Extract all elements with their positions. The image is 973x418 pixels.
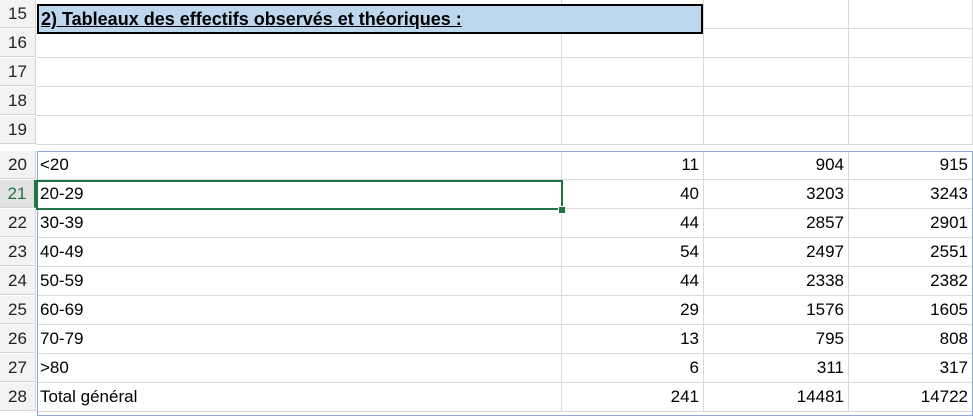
row-header[interactable]: 23: [0, 238, 36, 266]
cell[interactable]: [562, 116, 704, 145]
value-cell[interactable]: 11: [562, 151, 704, 180]
age-group-cell[interactable]: 50-59: [36, 267, 562, 296]
value-cell[interactable]: 3203: [704, 180, 849, 209]
age-group-cell[interactable]: 60-69: [36, 296, 562, 325]
section-title: 2) Tableaux des effectifs observés et th…: [41, 9, 462, 29]
age-group-cell[interactable]: 20-29: [36, 180, 562, 209]
value-cell[interactable]: 2551: [849, 238, 973, 267]
total-row: 28 Total général 241 14481 14722: [0, 383, 973, 412]
fill-handle[interactable]: [558, 206, 566, 214]
table-row: 24 50-59 44 2338 2382: [0, 267, 973, 296]
cell[interactable]: [36, 29, 562, 58]
value-cell[interactable]: 3243: [849, 180, 973, 209]
row-header[interactable]: 28: [0, 383, 36, 411]
cell[interactable]: [704, 116, 849, 145]
row-header[interactable]: 20: [0, 151, 36, 179]
value-cell[interactable]: 54: [562, 238, 704, 267]
table-row: 25 60-69 29 1576 1605: [0, 296, 973, 325]
row-header[interactable]: 27: [0, 354, 36, 382]
value-cell[interactable]: 808: [849, 325, 973, 354]
value-cell[interactable]: 317: [849, 354, 973, 383]
sheet-row-16: 16: [0, 29, 973, 58]
table-row: 27 >80 6 311 317: [0, 354, 973, 383]
cell[interactable]: [849, 29, 973, 58]
row-header[interactable]: 26: [0, 325, 36, 353]
value-cell[interactable]: 6: [562, 354, 704, 383]
row-header[interactable]: 25: [0, 296, 36, 324]
table-row: 20 <20 11 904 915: [0, 151, 973, 180]
table-row: 26 70-79 13 795 808: [0, 325, 973, 354]
row-header[interactable]: 19: [0, 116, 36, 144]
cell[interactable]: [849, 116, 973, 145]
sheet-row-19: 19: [0, 116, 973, 145]
cell[interactable]: [849, 87, 973, 116]
row-header[interactable]: 16: [0, 29, 36, 57]
row-header[interactable]: 22: [0, 209, 36, 237]
age-group-cell[interactable]: <20: [36, 151, 562, 180]
value-cell[interactable]: 2497: [704, 238, 849, 267]
value-cell[interactable]: 1605: [849, 296, 973, 325]
value-cell[interactable]: 29: [562, 296, 704, 325]
value-cell[interactable]: 904: [704, 151, 849, 180]
value-cell[interactable]: 795: [704, 325, 849, 354]
table-row: 23 40-49 54 2497 2551: [0, 238, 973, 267]
cell[interactable]: [562, 29, 704, 58]
total-label-cell[interactable]: Total général: [36, 383, 562, 412]
age-group-cell[interactable]: >80: [36, 354, 562, 383]
table-row: 21 20-29 40 3203 3243: [0, 180, 973, 209]
total-value-cell[interactable]: 241: [562, 383, 704, 412]
total-value-cell[interactable]: 14481: [704, 383, 849, 412]
value-cell[interactable]: 2382: [849, 267, 973, 296]
cell[interactable]: [849, 58, 973, 87]
cell[interactable]: [704, 29, 849, 58]
total-value-cell[interactable]: 14722: [849, 383, 973, 412]
cell[interactable]: [562, 58, 704, 87]
cell[interactable]: [849, 0, 973, 29]
row-header[interactable]: 18: [0, 87, 36, 115]
value-cell[interactable]: 915: [849, 151, 973, 180]
value-cell[interactable]: 13: [562, 325, 704, 354]
cell[interactable]: [704, 0, 849, 29]
row-header[interactable]: 21: [0, 180, 36, 208]
sheet-row-17: 17: [0, 58, 973, 87]
cell[interactable]: [562, 87, 704, 116]
section-title-cell[interactable]: 2) Tableaux des effectifs observés et th…: [37, 4, 703, 34]
row-header[interactable]: 24: [0, 267, 36, 295]
value-cell[interactable]: 2857: [704, 209, 849, 238]
age-group-cell[interactable]: 30-39: [36, 209, 562, 238]
value-cell[interactable]: 2901: [849, 209, 973, 238]
age-group-cell[interactable]: 40-49: [36, 238, 562, 267]
value-cell[interactable]: 311: [704, 354, 849, 383]
cell[interactable]: [36, 58, 562, 87]
cell[interactable]: [704, 87, 849, 116]
value-cell[interactable]: 44: [562, 209, 704, 238]
cell[interactable]: [704, 58, 849, 87]
value-cell[interactable]: 40: [562, 180, 704, 209]
cell[interactable]: [36, 116, 562, 145]
value-cell[interactable]: 2338: [704, 267, 849, 296]
table-row: 22 30-39 44 2857 2901: [0, 209, 973, 238]
value-cell[interactable]: 44: [562, 267, 704, 296]
row-header[interactable]: 15: [0, 0, 36, 28]
age-group-cell[interactable]: 70-79: [36, 325, 562, 354]
sheet-row-18: 18: [0, 87, 973, 116]
cell[interactable]: [36, 87, 562, 116]
value-cell[interactable]: 1576: [704, 296, 849, 325]
row-header[interactable]: 17: [0, 58, 36, 86]
